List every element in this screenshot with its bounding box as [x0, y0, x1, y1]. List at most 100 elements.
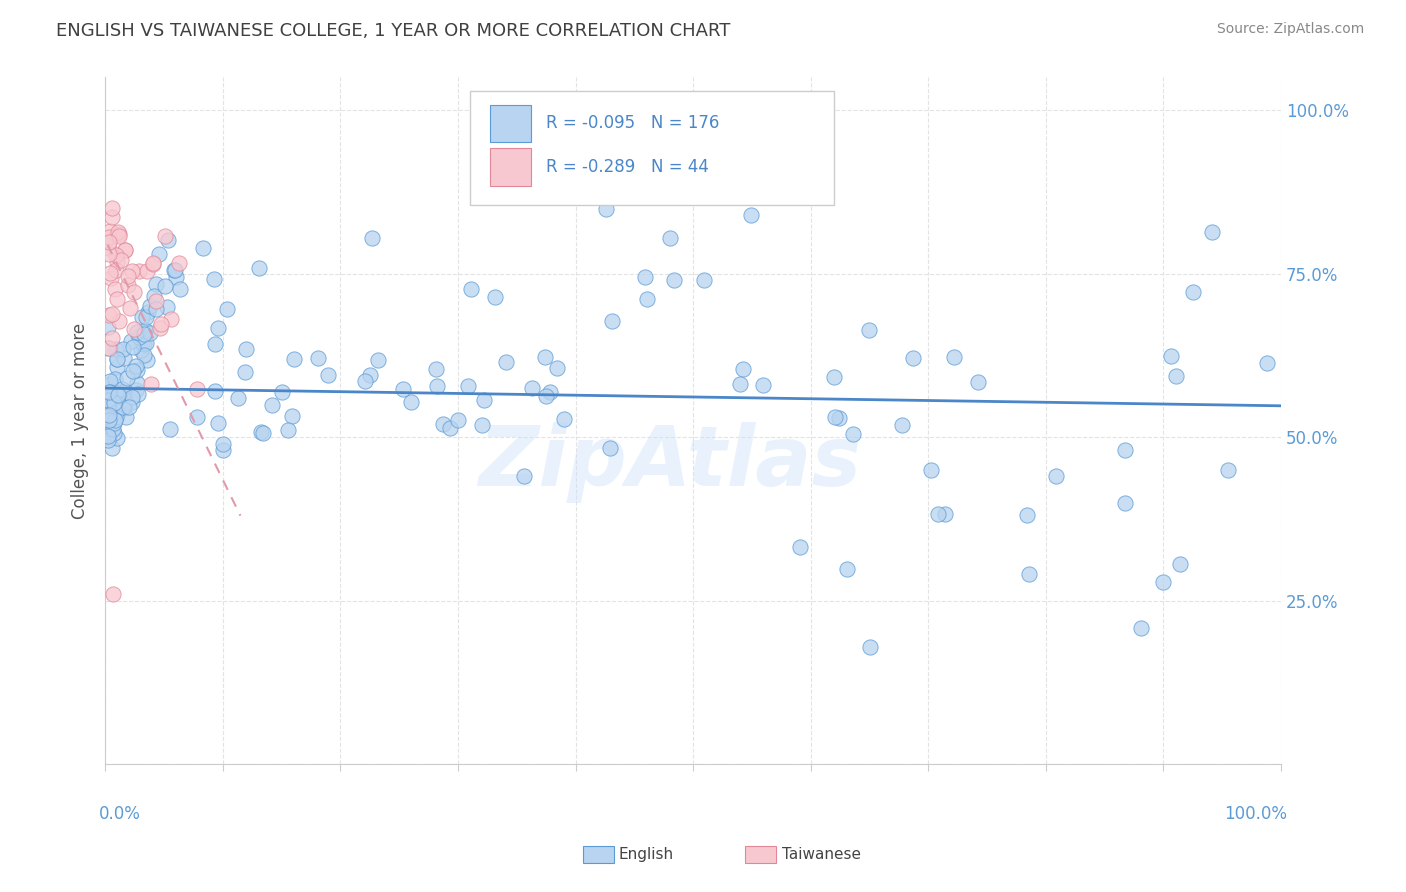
- Point: [139, 376, 162, 391]
- Point: [439, 420, 461, 434]
- Point: [361, 230, 384, 244]
- Point: [105, 402, 128, 417]
- Point: [97, 241, 120, 255]
- Point: [136, 264, 159, 278]
- Point: [117, 268, 139, 283]
- Point: [901, 351, 924, 365]
- Point: [1160, 349, 1182, 363]
- Point: [634, 270, 657, 285]
- Point: [520, 381, 543, 395]
- Point: [858, 640, 880, 654]
- Point: [104, 372, 127, 386]
- Point: [277, 423, 299, 437]
- Point: [104, 386, 127, 401]
- Point: [163, 262, 186, 277]
- Point: [484, 290, 506, 304]
- Point: [101, 441, 124, 455]
- Point: [920, 463, 942, 477]
- Point: [98, 413, 121, 427]
- Point: [105, 351, 128, 366]
- Point: [1045, 469, 1067, 483]
- Point: [1256, 356, 1278, 370]
- Point: [1114, 442, 1136, 457]
- Point: [142, 289, 165, 303]
- Point: [108, 314, 131, 328]
- Point: [122, 340, 145, 354]
- Point: [122, 321, 145, 335]
- Point: [942, 350, 965, 364]
- Point: [98, 229, 121, 244]
- Point: [97, 433, 120, 447]
- Point: [97, 431, 120, 445]
- Point: [105, 254, 128, 268]
- Point: [191, 241, 214, 255]
- Point: [97, 320, 120, 334]
- Point: [149, 320, 172, 334]
- Point: [217, 301, 239, 316]
- Point: [98, 384, 121, 399]
- Point: [105, 352, 128, 367]
- Point: [103, 425, 125, 440]
- Point: [692, 272, 714, 286]
- Point: [156, 233, 179, 247]
- Point: [127, 376, 149, 390]
- Point: [354, 374, 377, 388]
- Point: [226, 391, 249, 405]
- Point: [148, 247, 170, 261]
- Point: [600, 314, 623, 328]
- Y-axis label: College, 1 year or more: College, 1 year or more: [72, 323, 89, 519]
- Point: [121, 264, 143, 278]
- Point: [131, 335, 153, 350]
- Point: [125, 363, 148, 377]
- Point: [97, 409, 120, 423]
- Point: [104, 248, 127, 262]
- Point: [132, 326, 155, 341]
- Point: [128, 330, 150, 344]
- Point: [98, 376, 121, 391]
- Bar: [489, 148, 531, 186]
- Point: [97, 386, 120, 401]
- Point: [457, 379, 479, 393]
- Point: [115, 410, 138, 425]
- Point: [247, 260, 270, 275]
- Point: [98, 400, 121, 414]
- Text: Source: ZipAtlas.com: Source: ZipAtlas.com: [1216, 22, 1364, 37]
- Point: [513, 468, 536, 483]
- Point: [250, 425, 273, 439]
- Point: [98, 266, 121, 280]
- Point: [98, 374, 121, 388]
- Point: [145, 302, 167, 317]
- Point: [103, 587, 125, 601]
- Point: [533, 350, 555, 364]
- Point: [97, 393, 120, 408]
- Text: English: English: [619, 847, 673, 862]
- Point: [426, 378, 449, 392]
- Text: ENGLISH VS TAIWANESE COLLEGE, 1 YEAR OR MORE CORRELATION CHART: ENGLISH VS TAIWANESE COLLEGE, 1 YEAR OR …: [56, 22, 731, 40]
- Point: [112, 351, 135, 365]
- Point: [1153, 575, 1175, 590]
- Text: 0.0%: 0.0%: [100, 805, 141, 823]
- Point: [659, 231, 682, 245]
- Point: [212, 437, 235, 451]
- Point: [538, 384, 561, 399]
- Point: [125, 325, 148, 339]
- Point: [283, 352, 305, 367]
- Point: [135, 335, 157, 350]
- Point: [599, 441, 621, 455]
- Point: [595, 202, 617, 216]
- Point: [740, 209, 762, 223]
- Point: [425, 362, 447, 376]
- Point: [121, 395, 143, 409]
- Point: [824, 409, 846, 424]
- Point: [359, 368, 381, 382]
- Point: [202, 272, 225, 286]
- Point: [553, 412, 575, 426]
- Point: [114, 384, 136, 398]
- Point: [105, 263, 128, 277]
- Point: [186, 382, 208, 396]
- Point: [1164, 368, 1187, 383]
- Point: [97, 421, 120, 435]
- Point: [858, 323, 880, 337]
- Point: [207, 321, 229, 335]
- Point: [495, 355, 517, 369]
